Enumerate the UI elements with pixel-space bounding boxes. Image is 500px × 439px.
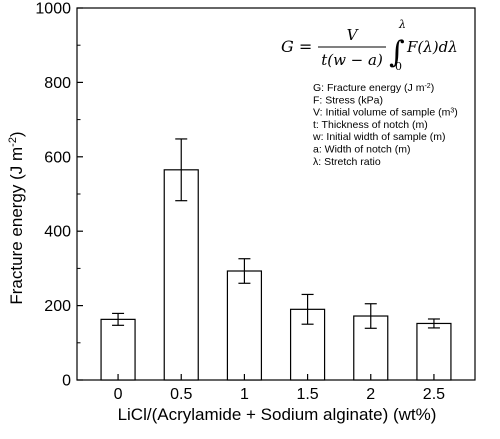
- equation-numerator: V: [347, 26, 360, 44]
- bar-0: [100, 318, 136, 381]
- legend-item-4: w: Initial width of sample (m): [312, 131, 445, 143]
- y-axis-title-superscript: -2: [7, 137, 19, 147]
- x-tick-label-5: 2.5: [423, 386, 445, 403]
- legend-item-5: a: Width of notch (m): [313, 144, 410, 156]
- bars: [100, 138, 452, 381]
- x-tick-label-3: 1.5: [296, 386, 318, 403]
- equation-integral-sign: ∫: [389, 35, 405, 70]
- x-axis: 0 0.5 1 1.5 2 2.5: [114, 374, 445, 403]
- equation-lhs: G =: [281, 37, 312, 56]
- x-tick-label-4: 2: [366, 386, 375, 403]
- y-tick-label-4: 800: [44, 75, 71, 92]
- y-tick-label-2: 400: [44, 224, 71, 241]
- equation-lower-limit: 0: [395, 60, 402, 73]
- x-tick-label-2: 1: [240, 386, 249, 403]
- fracture-energy-equation: G = V t(w − a) ∫ λ 0 F(λ)dλ: [281, 18, 458, 73]
- bar-1: [163, 169, 199, 381]
- y-axis-title: Fracture energy (J m-2): [7, 131, 26, 304]
- equation-denominator: t(w − a): [321, 51, 383, 69]
- legend-item-2-main: V: Initial volume of sample (m: [313, 107, 451, 119]
- legend-item-1-main: F: Stress (kPa): [313, 94, 383, 106]
- plot-border: [76, 7, 476, 381]
- legend-item-2-end: ): [454, 107, 458, 119]
- plot-frame: [76, 7, 476, 381]
- y-axis-title-end: ): [7, 131, 26, 137]
- bar-2: [226, 270, 263, 381]
- y-tick-label-3: 600: [44, 149, 71, 166]
- legend-item-1: F: Stress (kPa): [313, 94, 383, 106]
- y-tick-label-1: 200: [44, 298, 71, 315]
- legend-item-2: V: Initial volume of sample (m3): [313, 107, 458, 119]
- legend-item-6: λ: Stretch ratio: [313, 156, 381, 168]
- legend-item-2-superscript: 3: [450, 107, 454, 114]
- legend-item-0: G: Fracture energy (J m-2): [313, 82, 434, 94]
- legend-item-4-main: w: Initial width of sample (m): [312, 131, 445, 143]
- legend-item-5-main: a: Width of notch (m): [313, 144, 410, 156]
- legend-item-0-main: G: Fracture energy (J m: [313, 82, 425, 94]
- variable-legend: G: Fracture energy (J m-2)F: Stress (kPa…: [312, 82, 458, 168]
- legend-item-0-end: ): [431, 82, 435, 94]
- x-tick-label-0: 0: [114, 386, 123, 403]
- legend-item-6-main: λ: Stretch ratio: [313, 156, 381, 168]
- y-axis-title-main: Fracture energy (J m: [7, 147, 26, 305]
- y-tick-label-0: 0: [62, 373, 71, 390]
- equation-upper-limit: λ: [398, 18, 406, 31]
- equation-integrand: F(λ)dλ: [406, 38, 458, 56]
- legend-item-3-main: t: Thickness of notch (m): [313, 119, 428, 131]
- bar-5: [416, 322, 452, 381]
- legend-item-3: t: Thickness of notch (m): [313, 119, 428, 131]
- x-tick-label-1: 0.5: [170, 386, 192, 403]
- y-tick-label-5: 1000: [35, 1, 71, 18]
- y-axis: 0 200 400 600 800 1000: [35, 1, 83, 390]
- legend-item-0-superscript: -2: [424, 83, 430, 90]
- x-axis-title: LiCl/(Acrylamide + Sodium alginate) (wt%…: [118, 405, 437, 424]
